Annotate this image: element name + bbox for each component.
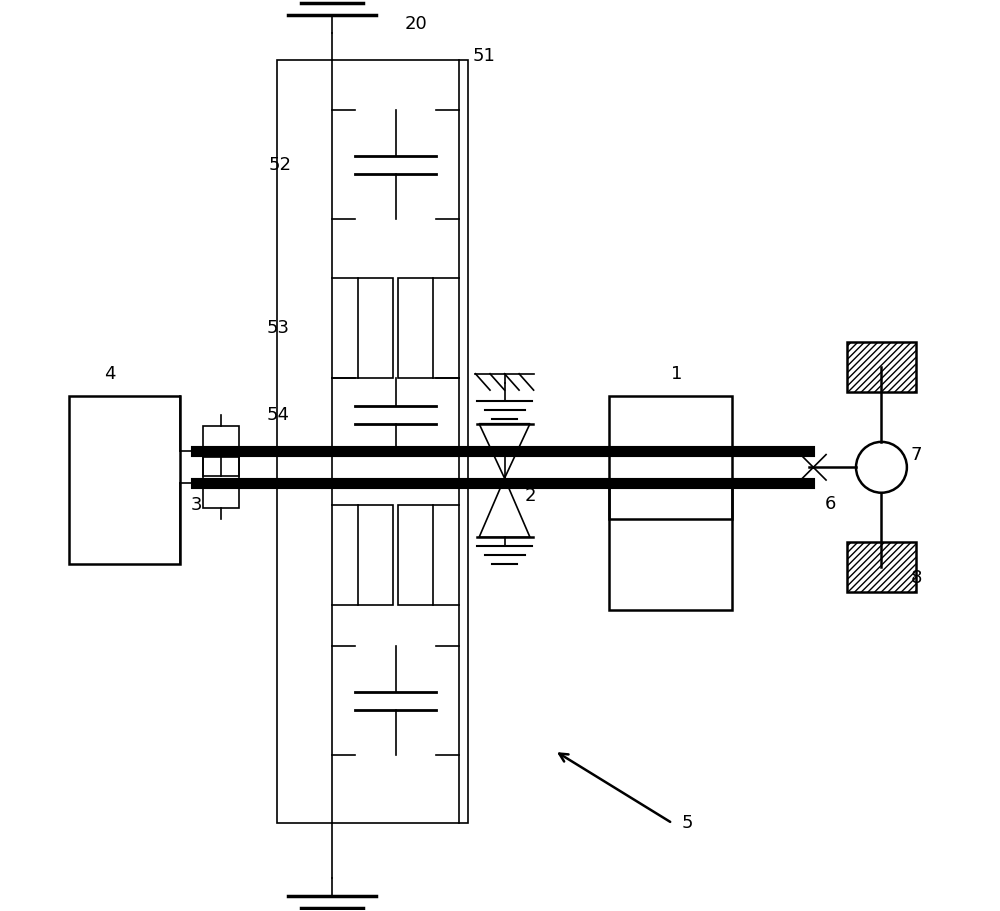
Text: 52: 52 xyxy=(268,156,291,174)
Bar xyxy=(277,60,468,824)
Text: 20: 20 xyxy=(405,15,427,33)
Text: 51: 51 xyxy=(473,46,496,65)
Text: 54: 54 xyxy=(266,405,289,424)
Text: 8: 8 xyxy=(911,569,922,587)
Text: 2: 2 xyxy=(525,487,536,506)
Bar xyxy=(69,396,180,565)
Bar xyxy=(398,279,433,378)
Text: 3: 3 xyxy=(191,496,202,515)
Bar xyxy=(358,279,393,378)
Bar xyxy=(203,457,239,508)
Bar xyxy=(358,506,393,605)
Bar xyxy=(609,487,732,609)
Bar xyxy=(609,396,732,519)
Bar xyxy=(847,542,916,592)
Text: 53: 53 xyxy=(266,320,289,337)
Bar xyxy=(847,343,916,393)
Text: 4: 4 xyxy=(104,364,115,383)
Text: 5: 5 xyxy=(682,814,693,833)
Text: 6: 6 xyxy=(825,495,837,513)
Bar xyxy=(398,506,433,605)
Text: 1: 1 xyxy=(671,364,683,383)
Text: 7: 7 xyxy=(911,446,922,465)
Bar xyxy=(203,425,239,476)
